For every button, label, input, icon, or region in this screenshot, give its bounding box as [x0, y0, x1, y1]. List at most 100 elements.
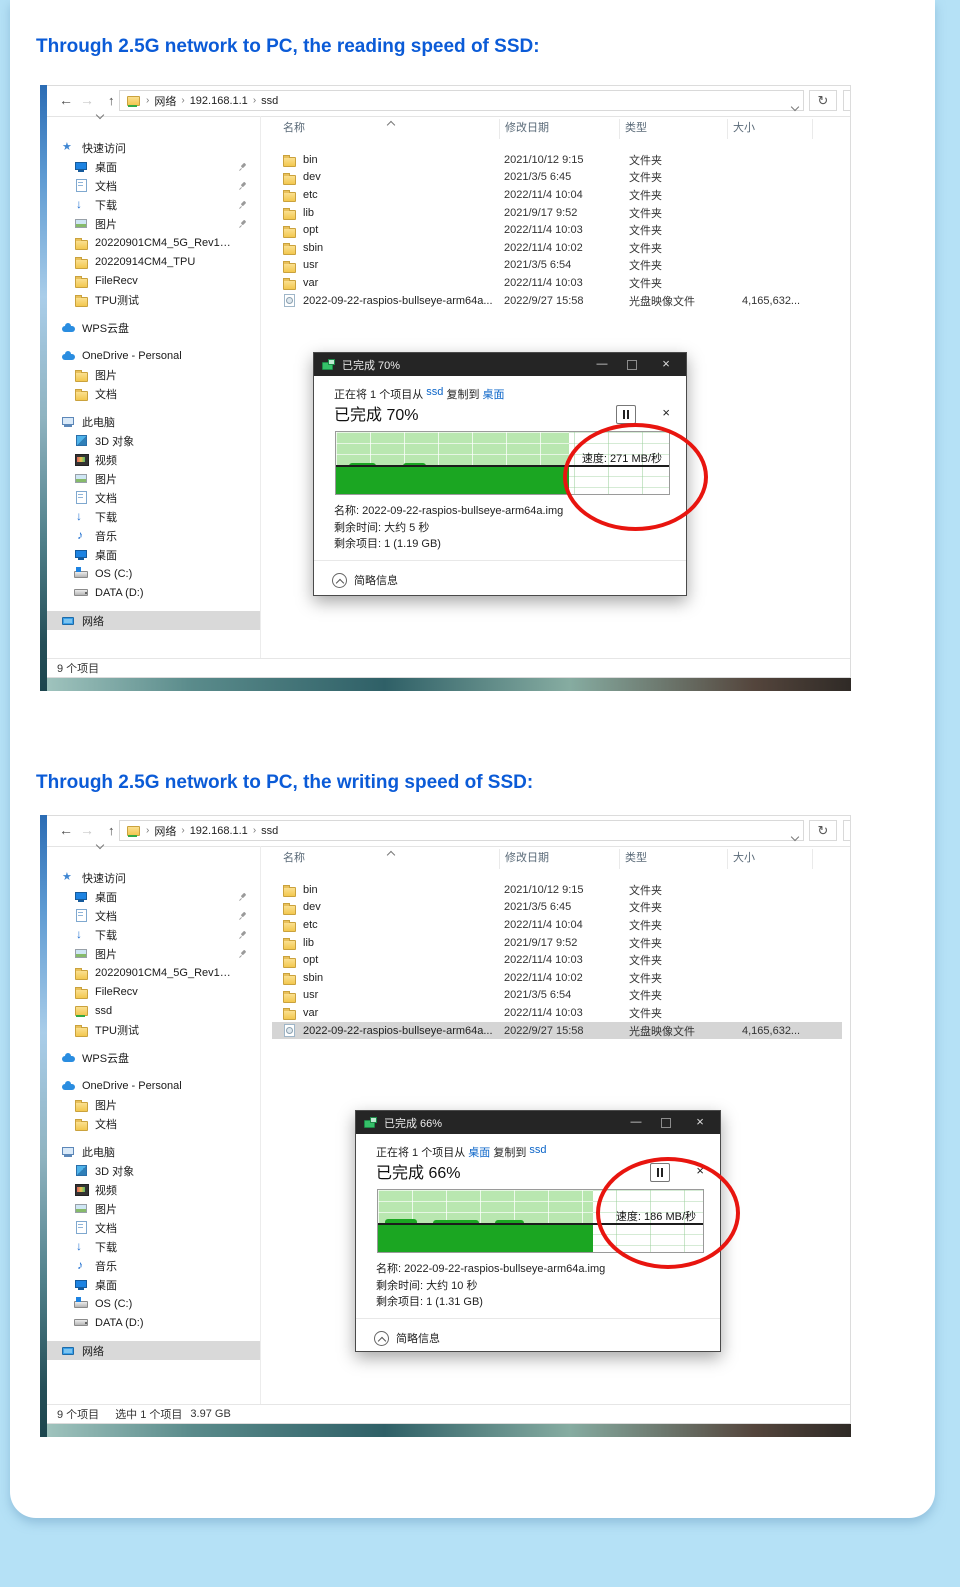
file-row[interactable]: opt 2022/11/4 10:03 文件夹	[272, 951, 842, 969]
sidebar-item[interactable]: OneDrive - Personal	[47, 1076, 260, 1095]
column-header-size[interactable]: 大小	[728, 119, 813, 139]
sidebar-item[interactable]: 图片	[47, 469, 260, 488]
sidebar-item[interactable]: OneDrive - Personal	[47, 346, 260, 365]
breadcrumb[interactable]: ssd	[261, 824, 279, 837]
search-box-partial[interactable]	[843, 90, 850, 111]
minimize-button[interactable]: —	[596, 358, 608, 370]
pause-button[interactable]	[616, 405, 636, 424]
fewer-details-toggle[interactable]: 简略信息	[332, 572, 398, 588]
sidebar-item[interactable]: 图片	[47, 1095, 260, 1114]
file-row[interactable]: bin 2021/10/12 9:15 文件夹	[272, 881, 842, 899]
back-button[interactable]: ←	[59, 822, 73, 838]
column-header-name[interactable]: 名称	[272, 119, 500, 139]
sidebar-item[interactable]: 20220901CM4_5G_Rev1.1a	[47, 963, 260, 982]
search-box-partial[interactable]	[843, 820, 850, 841]
address-dropdown-icon[interactable]	[790, 97, 800, 115]
dialog-titlebar[interactable]: 已完成 70%	[314, 353, 686, 376]
breadcrumb[interactable]: 192.168.1.1	[189, 824, 248, 837]
sidebar-item[interactable]: 文档	[47, 176, 260, 195]
sidebar-item[interactable]: 桌面	[47, 887, 260, 906]
up-button[interactable]: ↑	[108, 823, 115, 838]
file-row[interactable]: var 2022/11/4 10:03 文件夹	[272, 274, 842, 292]
sidebar-item[interactable]: 文档	[47, 488, 260, 507]
maximize-button[interactable]	[620, 353, 644, 376]
sidebar-item[interactable]: OS (C:)	[47, 1294, 260, 1313]
sidebar-item[interactable]: WPS云盘	[47, 1048, 260, 1067]
close-button[interactable]: ×	[696, 1114, 704, 1129]
sidebar-item[interactable]: 文档	[47, 906, 260, 925]
sidebar-item[interactable]: FileRecv	[47, 271, 260, 290]
sidebar-item[interactable]: 3D 对象	[47, 431, 260, 450]
sidebar-item[interactable]: 此电脑	[47, 1142, 260, 1161]
forward-button[interactable]: →	[80, 92, 94, 108]
sidebar-item[interactable]: ssd	[47, 1001, 260, 1020]
sidebar-item[interactable]: 图片	[47, 214, 260, 233]
sidebar-item[interactable]: 网络	[47, 611, 260, 630]
file-row[interactable]: dev 2021/3/5 6:45 文件夹	[272, 169, 842, 187]
breadcrumb[interactable]: 网络	[154, 95, 177, 108]
sidebar-item[interactable]: DATA (D:)	[47, 1313, 260, 1332]
sidebar-item[interactable]: WPS云盘	[47, 318, 260, 337]
sidebar-item[interactable]: 下载	[47, 925, 260, 944]
sidebar-item[interactable]: 桌面	[47, 157, 260, 176]
file-row[interactable]: lib 2021/9/17 9:52 文件夹	[272, 934, 842, 952]
sidebar-item[interactable]: 3D 对象	[47, 1161, 260, 1180]
sidebar-item[interactable]: 音乐	[47, 1256, 260, 1275]
file-row[interactable]: etc 2022/11/4 10:04 文件夹	[272, 186, 842, 204]
sidebar-item[interactable]: TPU测试	[47, 290, 260, 309]
cancel-copy-icon[interactable]: ×	[662, 405, 670, 420]
column-header-type[interactable]: 类型	[620, 849, 728, 869]
file-row[interactable]: lib 2021/9/17 9:52 文件夹	[272, 204, 842, 222]
sidebar-item[interactable]: 快速访问	[47, 138, 260, 157]
breadcrumb[interactable]: ssd	[261, 94, 279, 107]
sidebar-item[interactable]: 下载	[47, 507, 260, 526]
sidebar-item[interactable]: 网络	[47, 1341, 260, 1360]
sidebar-item[interactable]: 此电脑	[47, 412, 260, 431]
address-bar[interactable]: › 网络 › 192.168.1.1 › ssd	[119, 820, 804, 841]
sidebar-item[interactable]: 音乐	[47, 526, 260, 545]
up-button[interactable]: ↑	[108, 93, 115, 108]
forward-button[interactable]: →	[80, 822, 94, 838]
dialog-titlebar[interactable]: 已完成 66%	[356, 1111, 720, 1134]
maximize-button[interactable]	[654, 1111, 678, 1134]
file-row[interactable]: bin 2021/10/12 9:15 文件夹	[272, 151, 842, 169]
column-header-name[interactable]: 名称	[272, 849, 500, 869]
sidebar-item[interactable]: 桌面	[47, 545, 260, 564]
refresh-button[interactable]: ↻	[809, 90, 837, 111]
sidebar-item[interactable]: 下载	[47, 1237, 260, 1256]
file-row[interactable]: sbin 2022/11/4 10:02 文件夹	[272, 239, 842, 257]
file-row[interactable]: usr 2021/3/5 6:54 文件夹	[272, 257, 842, 275]
sidebar-item[interactable]: 视频	[47, 450, 260, 469]
sidebar-item[interactable]: 文档	[47, 1218, 260, 1237]
sidebar-item[interactable]: 20220914CM4_TPU	[47, 252, 260, 271]
sidebar-item[interactable]: 文档	[47, 384, 260, 403]
file-row[interactable]: usr 2021/3/5 6:54 文件夹	[272, 987, 842, 1005]
sidebar-item[interactable]: DATA (D:)	[47, 583, 260, 602]
file-row[interactable]: 2022-09-22-raspios-bullseye-arm64a... 20…	[272, 292, 842, 310]
sidebar-item[interactable]: 20220901CM4_5G_Rev1.1a	[47, 233, 260, 252]
sidebar-item[interactable]: FileRecv	[47, 982, 260, 1001]
breadcrumb[interactable]: 网络	[154, 825, 177, 838]
sidebar-item[interactable]: 图片	[47, 1199, 260, 1218]
sidebar-item[interactable]: TPU测试	[47, 1020, 260, 1039]
sidebar-item[interactable]: 视频	[47, 1180, 260, 1199]
fewer-details-toggle[interactable]: 简略信息	[374, 1330, 440, 1346]
sidebar-item[interactable]: OS (C:)	[47, 564, 260, 583]
sidebar-item[interactable]: 下载	[47, 195, 260, 214]
column-header-type[interactable]: 类型	[620, 119, 728, 139]
file-row[interactable]: 2022-09-22-raspios-bullseye-arm64a... 20…	[272, 1021, 842, 1040]
close-button[interactable]: ×	[662, 356, 670, 371]
file-row[interactable]: etc 2022/11/4 10:04 文件夹	[272, 916, 842, 934]
file-row[interactable]: dev 2021/3/5 6:45 文件夹	[272, 899, 842, 917]
sidebar-item[interactable]: 文档	[47, 1114, 260, 1133]
file-row[interactable]: sbin 2022/11/4 10:02 文件夹	[272, 969, 842, 987]
file-row[interactable]: opt 2022/11/4 10:03 文件夹	[272, 221, 842, 239]
file-row[interactable]: var 2022/11/4 10:03 文件夹	[272, 1004, 842, 1022]
back-button[interactable]: ←	[59, 92, 73, 108]
sidebar-item[interactable]: 图片	[47, 365, 260, 384]
address-dropdown-icon[interactable]	[790, 827, 800, 845]
breadcrumb[interactable]: 192.168.1.1	[189, 94, 248, 107]
minimize-button[interactable]: —	[630, 1116, 642, 1128]
refresh-button[interactable]: ↻	[809, 820, 837, 841]
sidebar-item[interactable]: 桌面	[47, 1275, 260, 1294]
